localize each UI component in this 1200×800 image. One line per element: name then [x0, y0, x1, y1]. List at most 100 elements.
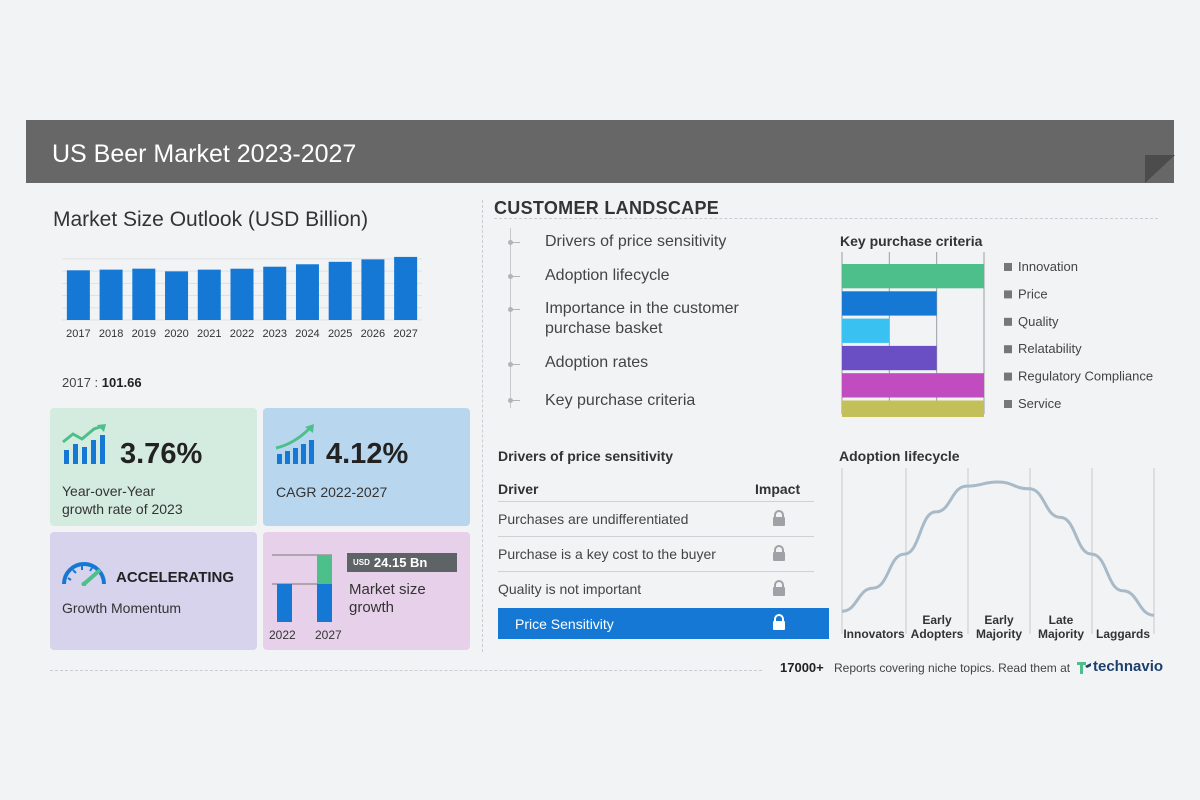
landscape-timeline: [510, 228, 511, 408]
market-size-title: Market Size Outlook (USD Billion): [53, 208, 369, 231]
adoption-title: Adoption lifecycle: [839, 448, 960, 464]
landscape-item: Key purchase criteria: [545, 392, 696, 409]
footer-divider: [50, 670, 762, 671]
customer-landscape-underline: [494, 218, 1158, 219]
driver-label: Quality is not important: [498, 581, 642, 597]
growth-label: Market size growth: [349, 581, 426, 617]
driver-column-header: Driver: [498, 481, 539, 497]
timeline-tick: [510, 276, 520, 277]
stage-label: Majority: [1038, 627, 1084, 641]
bar: [295, 264, 319, 320]
technavio-logo[interactable]: technavio: [1077, 658, 1163, 675]
adoption-lifecycle-chart: InnovatorsEarlyAdoptersEarlyMajorityLate…: [841, 468, 1155, 641]
bar: [361, 259, 385, 320]
bar: [394, 256, 418, 320]
legend-label: Service: [1018, 396, 1061, 411]
legend-label: Innovation: [1018, 259, 1078, 274]
timeline-tick: [510, 400, 520, 401]
banner-fold: [1145, 155, 1175, 183]
base-year-value: 2017 : 101.66: [62, 375, 142, 390]
bar: [230, 268, 254, 320]
momentum-label: Growth Momentum: [62, 600, 182, 616]
bar: [263, 266, 287, 320]
timeline-tick: [510, 242, 520, 243]
driver-row: Purchases are undifferentiated: [498, 501, 814, 535]
landscape-item: Adoption rates: [545, 354, 649, 371]
x-tick-label: 2024: [295, 328, 319, 340]
lock-icon: [773, 614, 785, 630]
driver-row: Quality is not important: [498, 571, 814, 605]
section-divider: [482, 200, 483, 652]
x-tick-label: 2021: [197, 328, 221, 340]
stage-label: Innovators: [843, 627, 905, 641]
lock-icon: [773, 510, 785, 526]
driver-label: Price Sensitivity: [515, 616, 614, 632]
key-purchase-criteria-chart: Innovation Price Quality Relatability Regula…: [841, 252, 1153, 417]
cagr-card: [263, 408, 470, 526]
legend-label: Regulatory Compliance: [1018, 369, 1153, 384]
speedometer-icon: [62, 562, 106, 586]
stage-label: Late: [1049, 613, 1074, 627]
legend-swatch: [1004, 290, 1012, 299]
legend-swatch: [1004, 263, 1012, 271]
cagr-chart-icon: [275, 424, 314, 464]
legend-swatch: [1004, 317, 1012, 326]
stage-label: Majority: [976, 627, 1022, 641]
timeline-dot: [508, 274, 513, 279]
x-tick-label: 2018: [99, 328, 123, 340]
momentum-value: ACCELERATING: [116, 569, 235, 586]
impact-column-header: Impact: [755, 481, 801, 497]
stage-label: Laggards: [1096, 627, 1150, 641]
customer-landscape-title: CUSTOMER LANDSCAPE: [494, 198, 720, 218]
footer-text: Reports covering niche topics. Read them…: [834, 661, 1071, 675]
criteria-bar: [842, 264, 984, 289]
bar: [99, 269, 123, 320]
technavio-mark-icon: [1077, 661, 1091, 674]
yoy-label-line-2: growth rate of 2023: [62, 501, 183, 517]
price-sensitivity-row: Price Sensitivity: [498, 608, 829, 639]
market-growth-bars: [272, 554, 332, 622]
legend-swatch: [1004, 400, 1012, 408]
stage-label: Early: [922, 613, 952, 627]
legend-swatch: [1004, 345, 1012, 354]
x-tick-label: 2026: [361, 328, 385, 340]
yoy-label: Year-over-Year growth rate of 2023: [62, 482, 183, 518]
title-banner: [26, 120, 1174, 183]
x-tick-label: 2019: [132, 328, 156, 340]
legend-swatch: [1004, 372, 1012, 381]
x-tick-label: 2022: [230, 328, 254, 340]
stage-label: Early: [984, 613, 1014, 627]
x-tick-label: 2027: [393, 328, 417, 340]
base-year-label: 2017 :: [62, 375, 99, 390]
base-year-number: 101.66: [101, 375, 142, 390]
yoy-value: 3.76%: [120, 438, 203, 470]
adoption-curve: [841, 480, 1155, 617]
page-title: US Beer Market 2023-2027: [52, 140, 357, 168]
bar: [66, 270, 90, 320]
timeline-dot: [508, 307, 513, 312]
market-size-chart: 2017 2018 2019 2020 2021 2022 2023 2024 2025 2026…: [62, 256, 422, 340]
market-growth-card: [263, 532, 470, 650]
x-tick-label: 2023: [262, 328, 286, 340]
stage-label: Adopters: [911, 627, 964, 641]
landscape-item: Adoption lifecycle: [545, 267, 670, 284]
bar: [165, 271, 189, 320]
driver-label: Purchases are undifferentiated: [498, 511, 689, 527]
growth-label-line-2: growth: [349, 599, 395, 616]
growth-year-start: 2022: [269, 628, 296, 642]
legend-label: Relatability: [1018, 341, 1082, 356]
growth-label-line-1: Market size: [349, 581, 426, 598]
timeline-dot: [508, 398, 513, 403]
x-tick-label: 2017: [66, 328, 90, 340]
legend-label: Quality: [1018, 314, 1059, 329]
footer-report-count: 17000+: [780, 660, 824, 675]
timeline-dot: [508, 362, 513, 367]
growth-amount-badge: USD 24.15 Bn: [347, 553, 457, 572]
x-tick-label: 2025: [328, 328, 352, 340]
criteria-bar: [842, 400, 984, 417]
growth-chart-icon: [62, 424, 106, 464]
drivers-title: Drivers of price sensitivity: [498, 448, 674, 464]
cagr-value: 4.12%: [326, 438, 409, 470]
momentum-card: [50, 532, 257, 650]
timeline-dot: [508, 240, 513, 245]
